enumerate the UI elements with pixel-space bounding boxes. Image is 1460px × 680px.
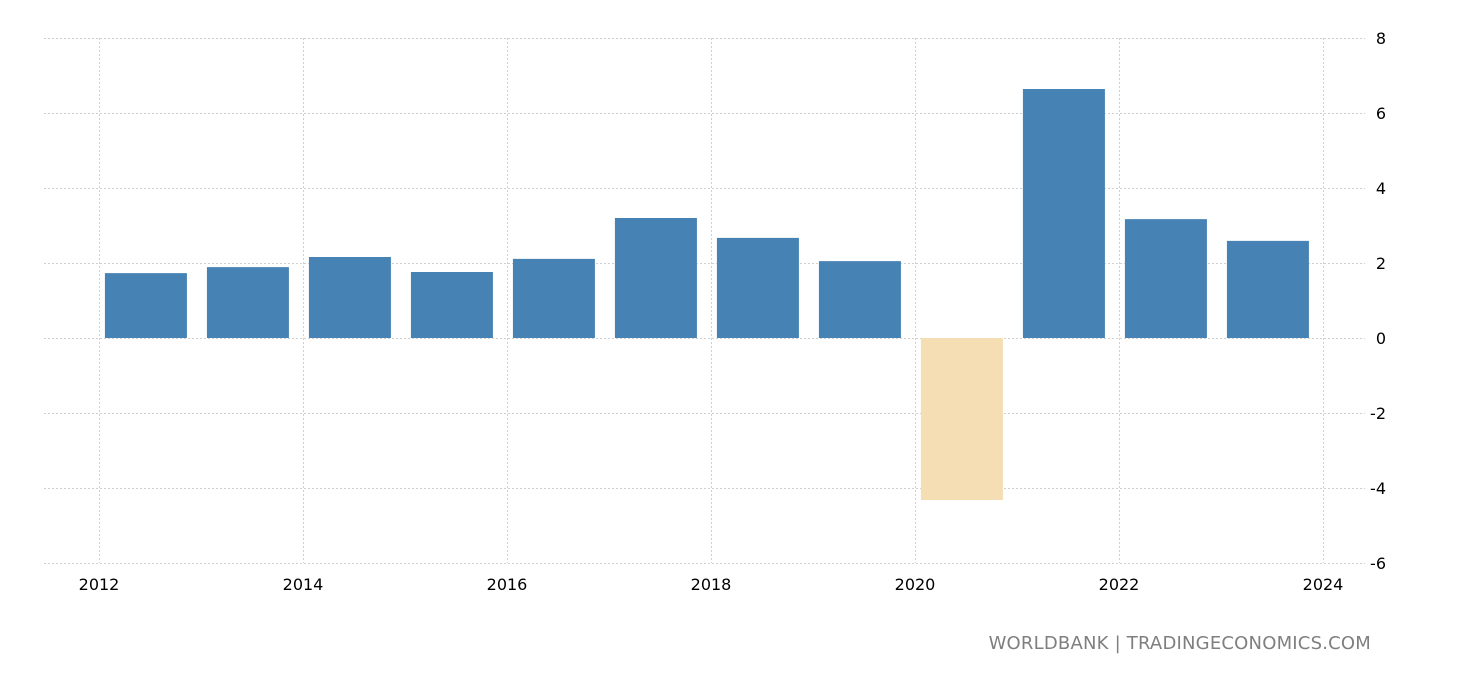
y-tick-label: 4 (1376, 179, 1386, 198)
bar-2019 (818, 261, 901, 338)
x-tick-label: 2012 (79, 575, 120, 594)
x-tick-label: 2018 (691, 575, 732, 594)
y-tick-label: 2 (1376, 254, 1386, 273)
x-tick-label: 2014 (283, 575, 324, 594)
y-tick-label: -6 (1370, 554, 1386, 573)
y-tick-label: -4 (1370, 479, 1386, 498)
x-tick-label: 2022 (1099, 575, 1140, 594)
x-tick-label: 2024 (1303, 575, 1344, 594)
x-tick-label: 2016 (487, 575, 528, 594)
bar-2014 (308, 257, 391, 338)
y-tick-label: -2 (1370, 404, 1386, 423)
y-tick-label: 0 (1376, 329, 1386, 348)
bar-2023 (1226, 240, 1309, 338)
bar-2016 (512, 258, 595, 338)
bar-2017 (614, 218, 697, 338)
bar-2018 (716, 237, 799, 338)
bar-2013 (206, 267, 289, 338)
bar-2012 (104, 273, 187, 338)
y-tick-label: 8 (1376, 29, 1386, 48)
bar-2021 (1022, 89, 1105, 338)
source-credit: WORLDBANK | TRADINGECONOMICS.COM (988, 633, 1371, 654)
bar-2022 (1124, 219, 1207, 338)
bar-2015 (410, 272, 493, 338)
y-tick-label: 6 (1376, 104, 1386, 123)
bar-2020 (920, 338, 1003, 500)
x-tick-label: 2020 (895, 575, 936, 594)
